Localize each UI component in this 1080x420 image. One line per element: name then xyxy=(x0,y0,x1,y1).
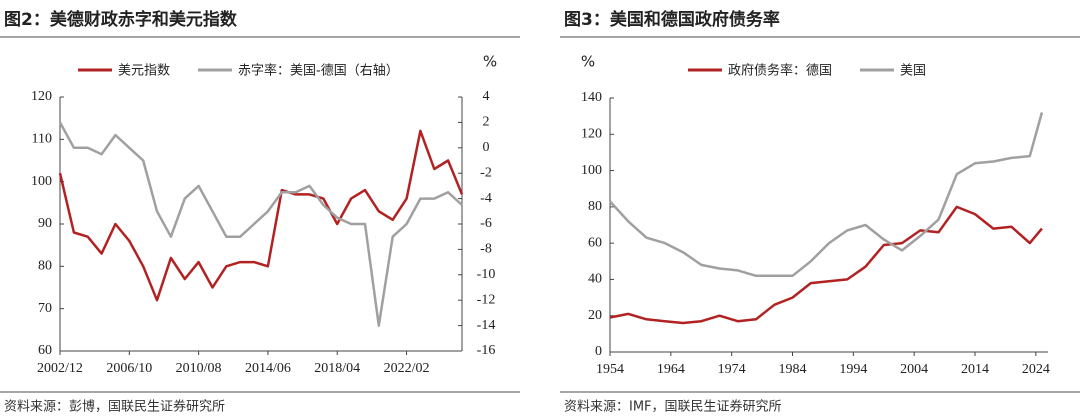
x-tick-label: 2006/10 xyxy=(106,361,152,376)
legend-label: 赤字率：美国-德国（右轴） xyxy=(238,63,399,79)
y-tick-label: 20 xyxy=(588,308,602,323)
legend-label: 政府债务率：德国 xyxy=(728,63,832,79)
y-tick-label: 100 xyxy=(581,163,602,178)
x-tick-label: 1964 xyxy=(657,362,685,377)
source: 资料来源：IMF，国联民生证券研究所 xyxy=(564,399,782,415)
y-tick-label: 90 xyxy=(38,216,52,231)
x-tick-label: 2004 xyxy=(900,362,928,377)
y-tick-label: 40 xyxy=(588,272,602,287)
x-tick-label: 2014/06 xyxy=(245,361,291,376)
y2-tick-label: -2 xyxy=(480,165,492,180)
y-tick-label: 120 xyxy=(581,127,602,142)
y2-tick-label: -16 xyxy=(477,343,496,358)
y-tick-label: 0 xyxy=(595,344,602,359)
chart-title: 图3：美国和德国政府债务率 xyxy=(564,9,780,30)
y-axis-label: % xyxy=(581,53,595,71)
legend-label: 美元指数 xyxy=(118,64,170,79)
y2-tick-label: -14 xyxy=(477,318,496,333)
series-line xyxy=(58,121,463,327)
y-tick-label: 60 xyxy=(588,235,602,250)
y2-tick-label: -8 xyxy=(480,242,492,257)
series-line xyxy=(58,129,464,302)
y2-tick-label: -12 xyxy=(477,292,496,307)
y2-axis-label: % xyxy=(483,53,497,71)
y-tick-label: 140 xyxy=(581,90,602,105)
y2-tick-label: 0 xyxy=(483,140,490,155)
x-tick-label: 2022/02 xyxy=(384,361,430,376)
x-tick-label: 2014 xyxy=(961,362,989,377)
y-tick-label: 120 xyxy=(31,89,52,104)
chart-title: 图2：美德财政赤字和美元指数 xyxy=(4,9,238,30)
x-tick-label: 2024 xyxy=(1022,362,1050,377)
source: 资料来源：彭博，国联民生证券研究所 xyxy=(4,399,225,415)
x-tick-label: 1984 xyxy=(779,362,807,377)
x-tick-label: 1994 xyxy=(839,362,867,377)
x-tick-label: 2010/08 xyxy=(176,361,222,376)
y-tick-label: 70 xyxy=(38,301,52,316)
y-tick-label: 100 xyxy=(31,174,52,189)
x-tick-label: 2018/04 xyxy=(314,361,360,376)
y2-tick-label: -6 xyxy=(480,216,492,231)
legend-label: 美国 xyxy=(900,64,926,79)
series-line xyxy=(609,112,1044,278)
x-tick-label: 1954 xyxy=(596,362,624,377)
y2-tick-label: 4 xyxy=(483,89,490,104)
y-tick-label: 60 xyxy=(38,343,52,358)
x-tick-label: 1974 xyxy=(718,362,746,377)
x-tick-label: 2002/12 xyxy=(37,361,83,376)
y-tick-label: 80 xyxy=(38,259,52,274)
y2-tick-label: -10 xyxy=(477,267,496,282)
y-tick-label: 80 xyxy=(588,199,602,214)
y2-tick-label: -4 xyxy=(480,191,492,206)
series-line xyxy=(609,205,1043,325)
y2-tick-label: 2 xyxy=(483,115,490,130)
y-tick-label: 110 xyxy=(32,132,52,147)
